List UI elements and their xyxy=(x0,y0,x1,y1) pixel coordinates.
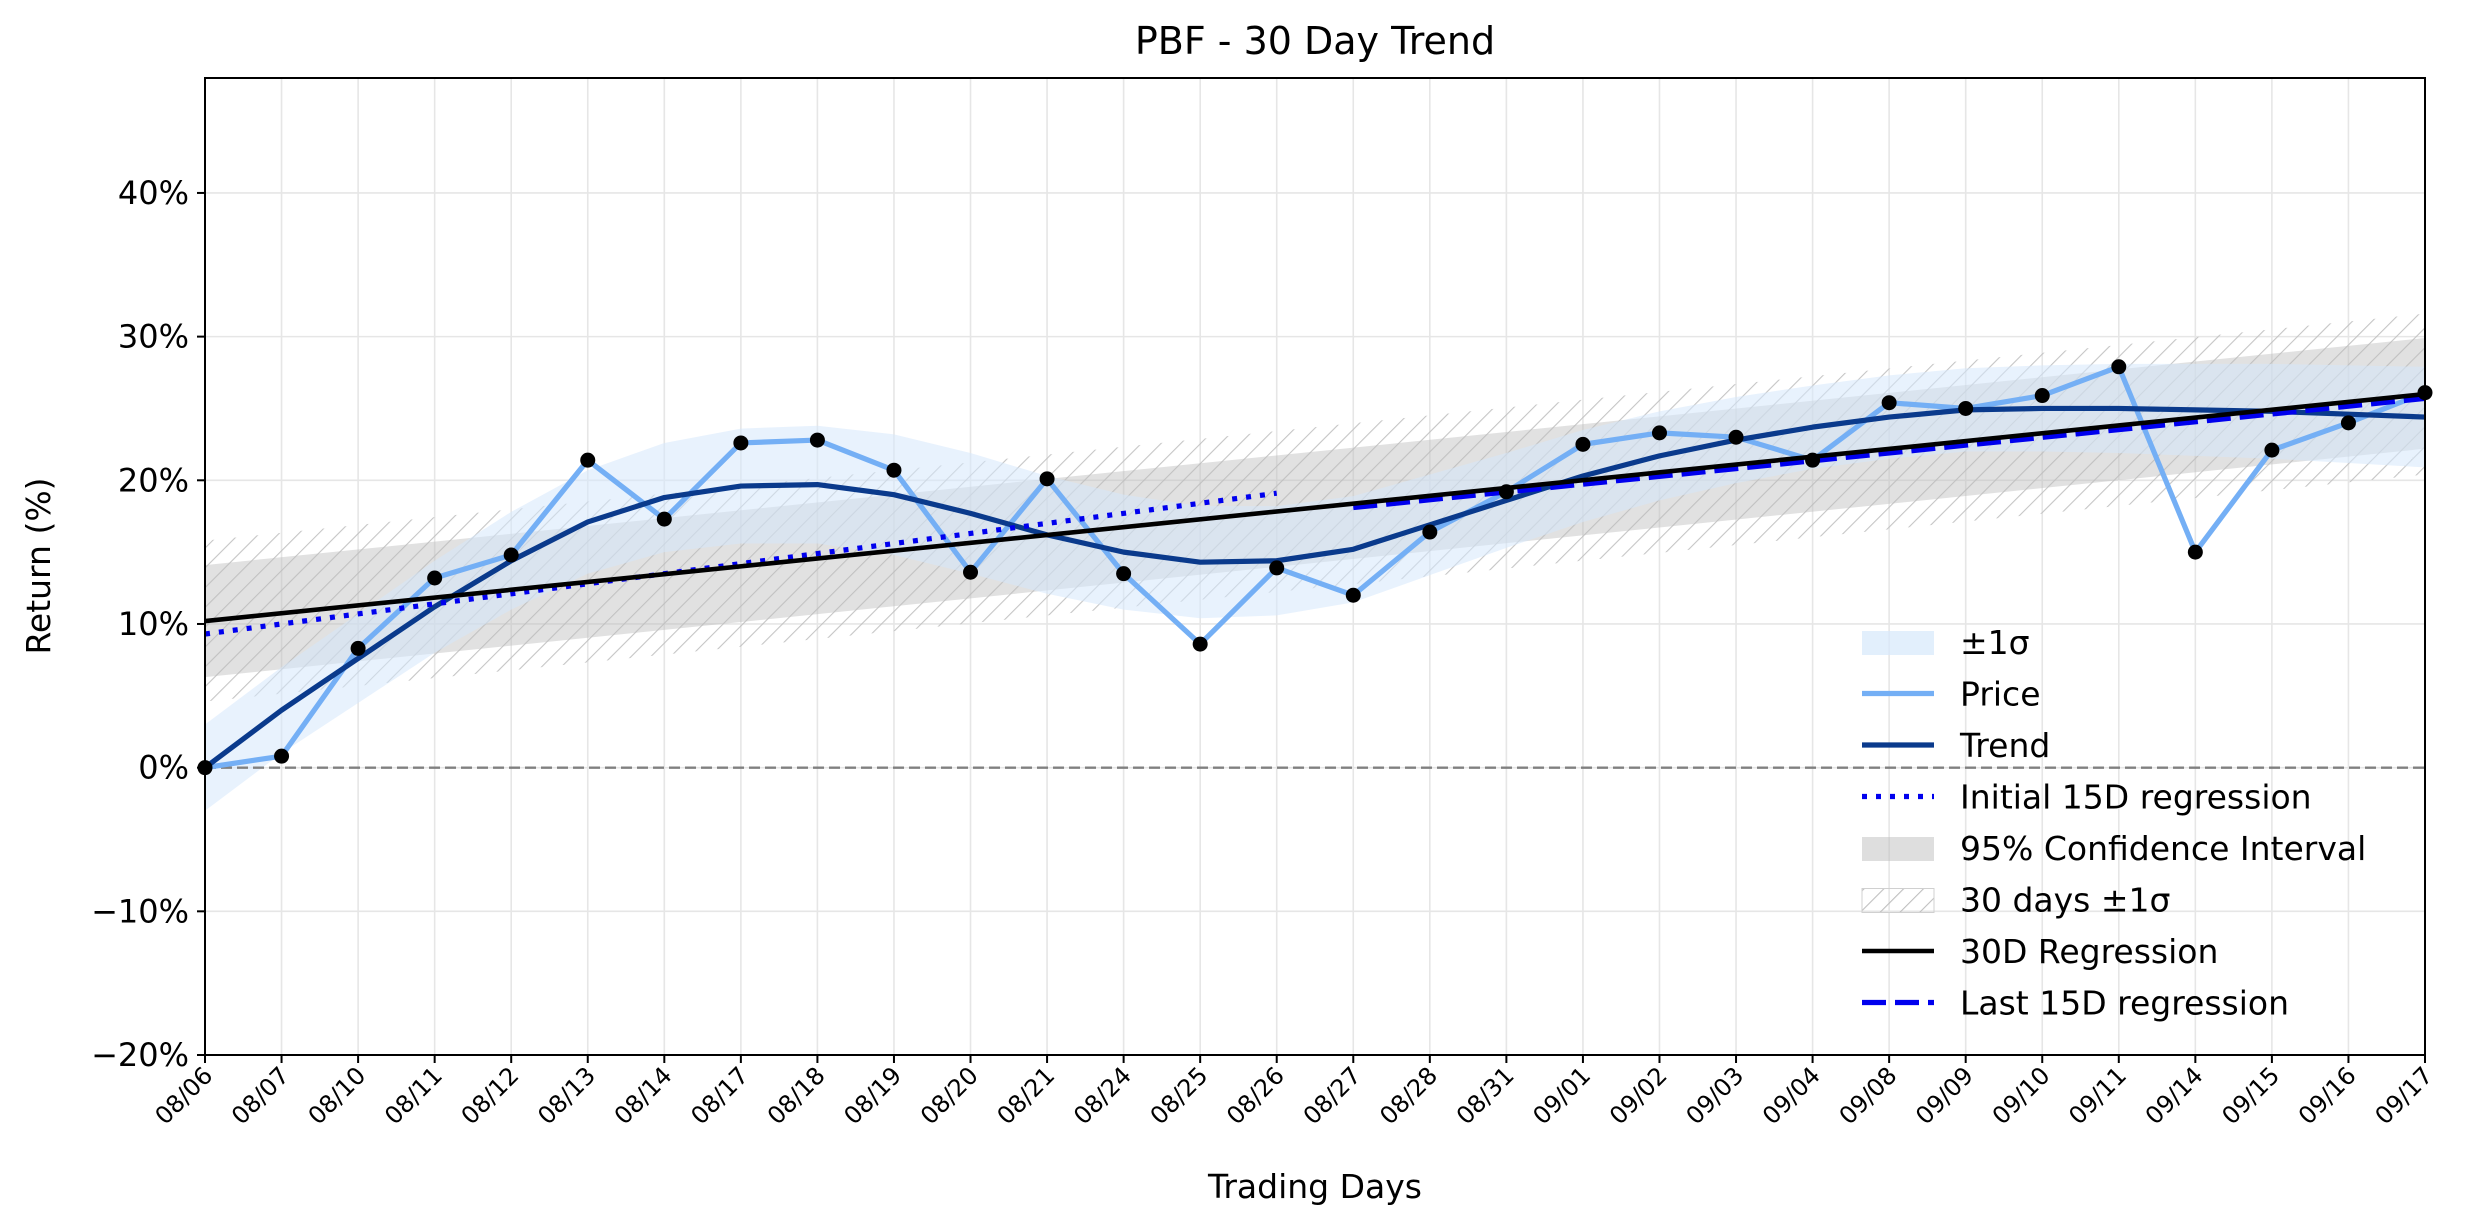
x-tick-label: 09/03 xyxy=(1681,1061,1750,1130)
price-point xyxy=(274,748,290,764)
legend-label: Trend xyxy=(1959,726,2050,765)
y-axis-label: Return (%) xyxy=(19,477,58,654)
legend-label: Last 15D regression xyxy=(1960,984,2289,1023)
price-point xyxy=(580,452,596,468)
bands xyxy=(205,313,2425,811)
legend-swatch xyxy=(1862,837,1934,861)
series-line-trend xyxy=(205,405,2425,770)
x-tick-label: 09/10 xyxy=(1987,1061,2056,1130)
price-point xyxy=(1805,452,1821,468)
legend-item: Price xyxy=(1862,675,2041,714)
legend-item: ±1σ xyxy=(1862,623,2030,662)
legend-label: Price xyxy=(1960,675,2041,714)
x-tick-label: 08/07 xyxy=(226,1061,295,1130)
plot-frame xyxy=(204,77,2426,1056)
x-tick-label: 09/01 xyxy=(1527,1061,1596,1130)
x-tick-label: 08/21 xyxy=(992,1061,1061,1130)
x-tick-label: 08/11 xyxy=(379,1061,448,1130)
price-point xyxy=(2340,415,2356,431)
x-axis-label: Trading Days xyxy=(1207,1167,1422,1206)
price-point xyxy=(2187,544,2203,560)
price-point xyxy=(1345,587,1361,603)
y-tick-label: 20% xyxy=(118,461,189,499)
y-tick-label: −20% xyxy=(91,1036,189,1074)
price-point xyxy=(2111,359,2127,375)
x-tick-label: 08/18 xyxy=(762,1061,831,1130)
legend-item: Last 15D regression xyxy=(1862,984,2289,1023)
price-point xyxy=(2034,388,2050,404)
x-tick-label: 09/14 xyxy=(2140,1061,2209,1130)
x-tick-label: 09/02 xyxy=(1604,1061,1673,1130)
y-tick-label: 30% xyxy=(118,318,189,356)
y-tick-label: −10% xyxy=(91,892,189,930)
x-tick-label: 08/24 xyxy=(1068,1061,1137,1130)
x-tick-label: 09/08 xyxy=(1834,1061,1903,1130)
series-lines xyxy=(205,364,2425,771)
price-point xyxy=(656,511,672,527)
price-point xyxy=(1498,484,1514,500)
x-tick-label: 09/11 xyxy=(2063,1061,2132,1130)
x-tick-label: 09/17 xyxy=(2370,1061,2439,1130)
price-point xyxy=(1651,425,1667,441)
x-tick-label: 08/28 xyxy=(1374,1061,1443,1130)
x-tick-label: 09/09 xyxy=(1910,1061,1979,1130)
price-point xyxy=(350,640,366,656)
x-tick-label: 08/12 xyxy=(456,1061,525,1130)
x-tick-label: 08/17 xyxy=(685,1061,754,1130)
x-tick-label: 08/31 xyxy=(1451,1061,1520,1130)
legend-item: Trend xyxy=(1862,726,2050,765)
y-tick-label: 10% xyxy=(118,605,189,643)
band-sigma xyxy=(205,363,2425,811)
x-tick-label: 09/15 xyxy=(2216,1061,2285,1130)
legend-item: Initial 15D regression xyxy=(1862,778,2312,817)
price-point xyxy=(1958,400,1974,416)
price-point xyxy=(503,547,519,563)
price-point xyxy=(1575,436,1591,452)
x-tick-label: 08/10 xyxy=(303,1061,372,1130)
price-point xyxy=(1728,429,1744,445)
legend-label: 30D Regression xyxy=(1960,932,2218,971)
x-tick-label: 08/26 xyxy=(1221,1061,1290,1130)
legend-swatch xyxy=(1862,631,1934,655)
legend: ±1σ Price Trend Initial 15D regression 95% C… xyxy=(1861,623,2366,1023)
legend-label: 30 days ±1σ xyxy=(1960,881,2170,920)
price-point xyxy=(1192,636,1208,652)
y-tick-label: 40% xyxy=(118,174,189,212)
price-point xyxy=(427,570,443,586)
legend-item: 30 days ±1σ xyxy=(1861,881,2170,920)
price-points xyxy=(197,359,2433,776)
y-tick-label: 0% xyxy=(138,749,189,787)
price-point xyxy=(1039,471,1055,487)
x-tick-label: 08/25 xyxy=(1145,1061,1214,1130)
series-line-initial-15d-regression xyxy=(205,490,1278,637)
chart-title: PBF - 30 Day Trend xyxy=(1135,19,1495,63)
price-point xyxy=(1269,560,1285,576)
legend-label: ±1σ xyxy=(1960,623,2030,662)
legend-label: 95% Confidence Interval xyxy=(1960,829,2366,868)
x-tick-label: 08/27 xyxy=(1298,1061,1367,1130)
x-tick-label: 08/14 xyxy=(609,1061,678,1130)
legend-item: 95% Confidence Interval xyxy=(1862,829,2366,868)
price-point xyxy=(809,432,825,448)
legend-item: 30D Regression xyxy=(1862,932,2218,971)
price-point xyxy=(963,564,979,580)
price-point xyxy=(1881,395,1897,411)
legend-label: Initial 15D regression xyxy=(1960,778,2312,817)
series-line-last-15d-regression xyxy=(1353,395,2425,511)
x-tick-label: 09/16 xyxy=(2293,1061,2362,1130)
price-point xyxy=(886,462,902,478)
x-tick-label: 08/19 xyxy=(838,1061,907,1130)
legend-swatch xyxy=(1861,888,1935,913)
price-point xyxy=(733,435,749,451)
price-point xyxy=(1422,524,1438,540)
series-line-price xyxy=(205,364,2425,771)
series-line-30d-regression xyxy=(205,391,2425,624)
x-tick-label: 09/04 xyxy=(1757,1061,1826,1130)
x-tick-label: 08/13 xyxy=(532,1061,601,1130)
x-tick-label: 08/20 xyxy=(915,1061,984,1130)
price-point xyxy=(2264,442,2280,458)
price-point xyxy=(1116,566,1132,582)
